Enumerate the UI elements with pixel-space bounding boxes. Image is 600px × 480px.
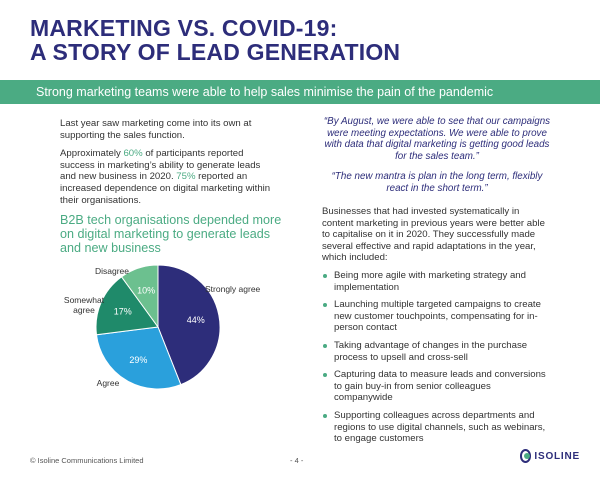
list-item: Launching multiple targeted campaigns to… (322, 299, 552, 334)
pie-category-label: Agree (97, 378, 120, 388)
title-line-2: A STORY OF LEAD GENERATION (30, 39, 401, 65)
pie-value-label: 29% (129, 355, 147, 365)
subtitle-banner: Strong marketing teams were able to help… (0, 80, 600, 104)
pie-slice-strongly-agree (157, 264, 221, 386)
stats-paragraph: Approximately 60% of participants report… (60, 148, 278, 206)
pie-value-label: 17% (114, 307, 132, 317)
quote-1: “By August, we were able to see that our… (323, 116, 551, 162)
intro-paragraph: Last year saw marketing come into its ow… (60, 118, 252, 141)
page-title: MARKETING VS. COVID-19: A STORY OF LEAD … (30, 16, 400, 64)
copyright-text: © Isoline Communications Limited (30, 456, 144, 465)
page-number: - 4 - (290, 456, 304, 465)
pie-slice-somewhat-agree (95, 276, 159, 336)
pie-slice-disagree (120, 264, 159, 329)
adaptations-intro: Businesses that had invested systematica… (322, 206, 545, 264)
intro-column: Last year saw marketing come into its ow… (60, 118, 278, 213)
logo-text: ISOLINE (534, 450, 580, 462)
chart-title: B2B tech organisations depended more on … (60, 213, 282, 255)
pie-category-label: Strongly agree (205, 284, 261, 294)
stats-text-1: Approximately (60, 148, 124, 160)
stat-60-percent: 60% (123, 148, 143, 160)
logo-mark-icon (520, 449, 532, 463)
adaptations-section: Businesses that had invested systematica… (322, 206, 552, 451)
list-item: Taking advantage of changes in the purch… (322, 340, 552, 363)
isoline-logo: ISOLINE (520, 447, 580, 465)
quotes-column: “By August, we were able to see that our… (322, 116, 552, 195)
stats-text-2: of participants reported success in mark… (60, 148, 261, 183)
pie-value-label: 44% (187, 315, 205, 325)
list-item: Supporting colleagues across departments… (322, 410, 552, 445)
pie-value-label: 10% (137, 285, 155, 295)
title-line-1: MARKETING VS. COVID-19: (30, 15, 338, 41)
list-item: Capturing data to measure leads and conv… (322, 369, 552, 404)
pie-category-label: Disagree (95, 266, 129, 276)
stats-text-3: reported an increased dependence on digi… (60, 171, 271, 206)
quote-2: “The new mantra is plan in the long term… (331, 171, 543, 194)
pie-category-label: Somewhat agree (64, 295, 105, 315)
list-item: Being more agile with marketing strategy… (322, 270, 552, 293)
stat-75-percent: 75% (176, 171, 196, 183)
pie-slice-agree (95, 326, 182, 390)
adaptations-list: Being more agile with marketing strategy… (322, 270, 552, 445)
